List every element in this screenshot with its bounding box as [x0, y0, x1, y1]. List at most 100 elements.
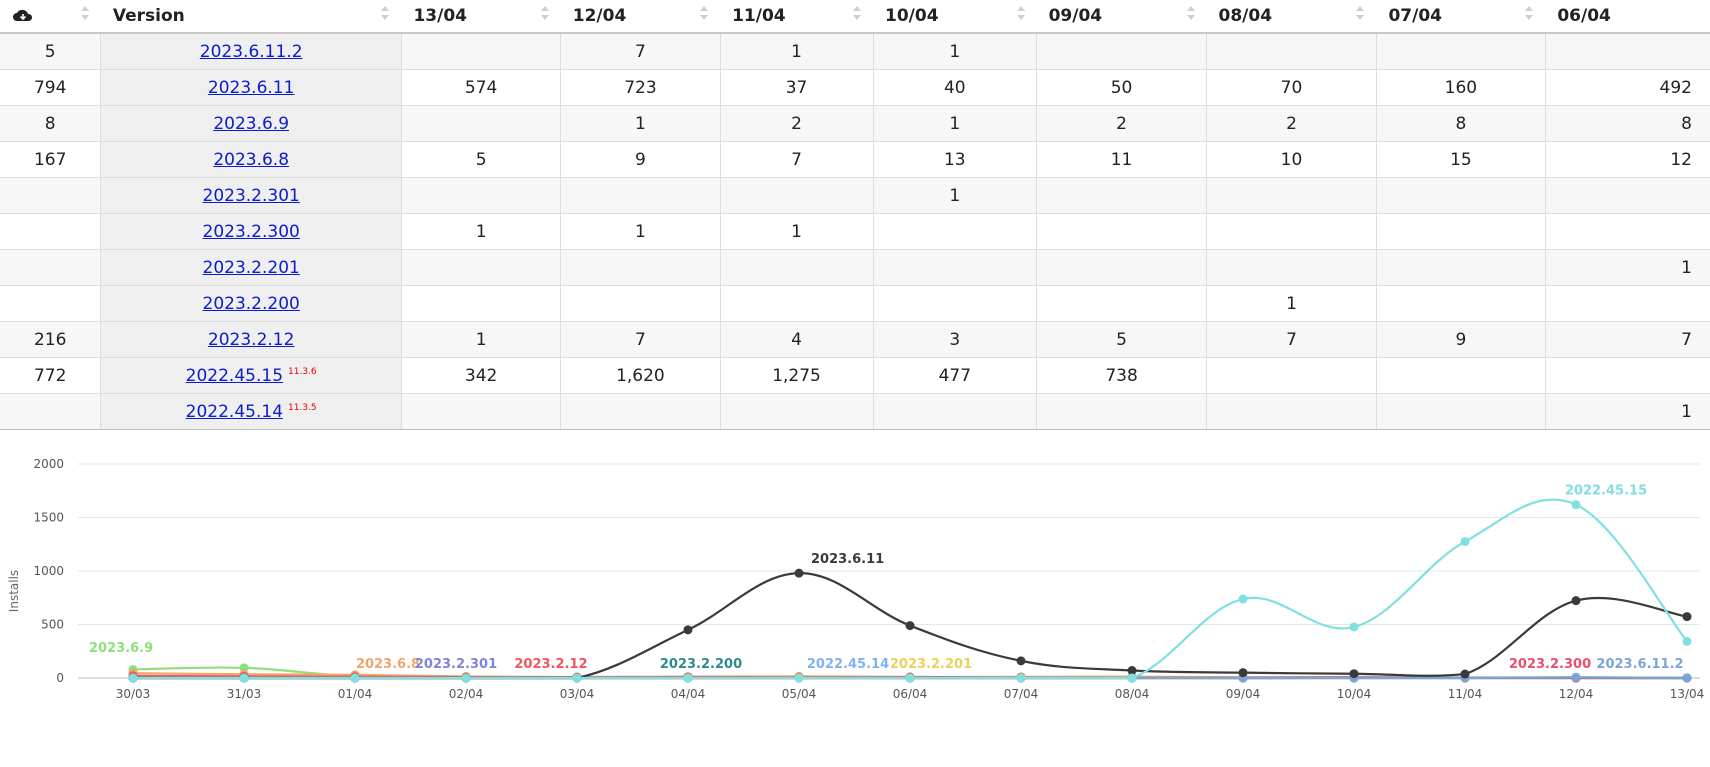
version-link[interactable]: 2022.45.15 [185, 365, 284, 386]
column-header-label: 08/04 [1218, 6, 1273, 26]
data-point [461, 673, 471, 683]
daily-installs-cell: 492 [1545, 69, 1710, 106]
y-tick-label: 500 [41, 618, 64, 632]
sort-icon[interactable] [1186, 4, 1195, 22]
sort-icon[interactable] [540, 4, 549, 22]
version-link[interactable]: 2023.6.11.2 [199, 41, 303, 62]
daily-installs-cell [1545, 285, 1710, 322]
version-cell: 2023.2.200 [100, 285, 402, 322]
version-cell: 2022.45.15 11.3.6 [100, 357, 402, 394]
daily-installs-cell [720, 285, 874, 322]
daily-installs-cell [873, 393, 1038, 430]
column-header-date[interactable]: 12/04 [560, 0, 721, 34]
series-label: 2022.45.14 [807, 657, 889, 672]
daily-installs-cell [1036, 393, 1208, 430]
daily-installs-cell: 5 [401, 141, 562, 178]
table-row: 2023.2.301 1 [0, 177, 1710, 214]
column-header-date[interactable]: 08/04 [1206, 0, 1377, 34]
version-stats-table: Version 13/04 12/04 11/04 10/04 09/04 08/04 07/… [0, 0, 1710, 430]
daily-installs-cell [1545, 357, 1710, 394]
column-header-date[interactable]: 10/04 [873, 0, 1037, 34]
sort-icon[interactable] [1356, 4, 1365, 22]
data-point [1238, 594, 1248, 604]
sort-icon[interactable] [700, 4, 709, 22]
daily-installs-cell [1376, 33, 1546, 70]
column-header-version[interactable]: Version [100, 0, 402, 34]
daily-installs-cell: 15 [1376, 141, 1546, 178]
data-point [1571, 500, 1581, 510]
table-row: 8 2023.6.9 1 2 1 2 2 8 8 [0, 105, 1710, 142]
daily-installs-cell [1376, 393, 1546, 430]
daily-installs-cell: 7 [1206, 321, 1377, 358]
table-row: 2023.2.200 1 [0, 285, 1710, 322]
table-row: 216 2023.2.12 1 7 4 3 5 7 9 7 [0, 321, 1710, 358]
version-link[interactable]: 2023.6.9 [213, 113, 290, 134]
daily-installs-cell [1376, 177, 1546, 214]
sort-icon[interactable] [853, 4, 862, 22]
data-point [1460, 537, 1470, 547]
column-header-date[interactable]: 13/04 [401, 0, 561, 34]
column-header-date[interactable]: 11/04 [720, 0, 874, 34]
daily-installs-cell [1376, 249, 1546, 286]
column-header-label: 09/04 [1048, 6, 1103, 26]
daily-installs-cell [1545, 177, 1710, 214]
column-header-label: Version [112, 6, 185, 26]
daily-installs-cell: 7 [560, 33, 721, 70]
daily-installs-cell: 160 [1376, 69, 1546, 106]
series-label: 2023.6.8 [356, 657, 420, 672]
column-header-label: 11/04 [732, 6, 786, 26]
total-installs-cell: 772 [0, 357, 102, 394]
table-header-row: Version 13/04 12/04 11/04 10/04 09/04 08/04 07/… [0, 0, 1710, 34]
total-installs-cell [0, 249, 102, 286]
data-point [905, 673, 915, 683]
daily-installs-cell [720, 177, 874, 214]
daily-installs-cell [1206, 393, 1377, 430]
version-link[interactable]: 2023.2.300 [202, 221, 300, 242]
sort-icon[interactable] [1525, 4, 1534, 22]
daily-installs-cell: 7 [1545, 321, 1710, 358]
column-header-downloads[interactable] [0, 0, 101, 34]
daily-installs-cell [720, 393, 874, 430]
y-tick-label: 0 [56, 671, 64, 685]
series-label: 2023.6.11 [811, 552, 884, 567]
daily-installs-cell [401, 177, 562, 214]
version-link[interactable]: 2023.6.8 [213, 149, 290, 170]
daily-installs-cell: 1 [1206, 285, 1377, 322]
version-cell: 2023.2.12 [100, 321, 402, 358]
column-header-date[interactable]: 07/04 [1376, 0, 1546, 34]
version-link[interactable]: 2023.2.201 [202, 257, 300, 278]
version-link[interactable]: 2022.45.14 [185, 401, 284, 422]
daily-installs-cell: 342 [401, 357, 562, 394]
column-header-label: 07/04 [1388, 6, 1442, 26]
sort-icon[interactable] [1016, 4, 1025, 22]
daily-installs-cell [560, 285, 721, 322]
daily-installs-cell: 1 [873, 33, 1038, 70]
column-header-date[interactable]: 06/04 [1545, 0, 1710, 34]
daily-installs-cell: 1 [1545, 249, 1710, 286]
series-label: 2023.2.200 [660, 657, 742, 672]
daily-installs-cell [1036, 33, 1208, 70]
data-point [1571, 596, 1581, 606]
series-label: 2023.2.12 [514, 657, 587, 672]
daily-installs-cell: 9 [1376, 321, 1546, 358]
version-link[interactable]: 2023.2.200 [202, 293, 300, 314]
daily-installs-cell [401, 249, 562, 286]
version-link[interactable]: 2023.2.301 [202, 185, 300, 206]
table-row: 5 2023.6.11.2 7 1 1 [0, 33, 1710, 70]
daily-installs-cell: 70 [1206, 69, 1377, 106]
daily-installs-cell [1206, 249, 1377, 286]
daily-installs-cell: 9 [560, 141, 721, 178]
version-link[interactable]: 2023.2.12 [207, 329, 295, 350]
x-tick-label: 02/04 [449, 687, 484, 701]
series-line [133, 498, 1688, 680]
version-link[interactable]: 2023.6.11 [207, 77, 295, 98]
column-header-date[interactable]: 09/04 [1036, 0, 1207, 34]
daily-installs-cell: 10 [1206, 141, 1377, 178]
sort-icon[interactable] [80, 4, 89, 22]
daily-installs-cell: 8 [1376, 105, 1546, 142]
table-row: 772 2022.45.15 11.3.6 342 1,620 1,275 477 738 [0, 357, 1710, 394]
data-point [1127, 673, 1137, 683]
sort-icon[interactable] [381, 4, 390, 22]
daily-installs-cell: 7 [560, 321, 721, 358]
daily-installs-cell: 7 [720, 141, 874, 178]
